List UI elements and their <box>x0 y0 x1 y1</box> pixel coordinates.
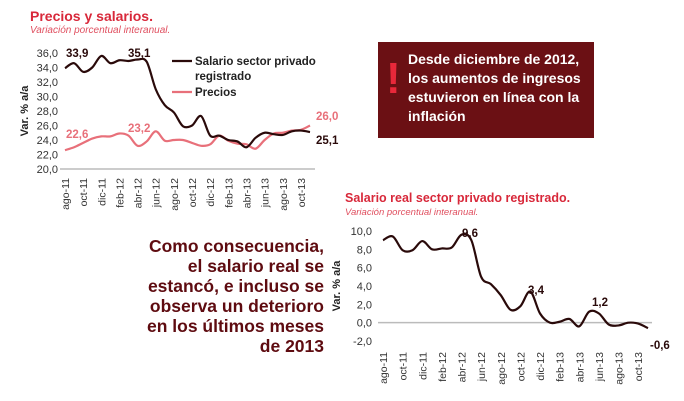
chart1-subtitle: Variación porcentual interanual. <box>30 25 171 36</box>
y-tick-label: 34,0 <box>37 63 58 75</box>
y-tick-label: -2,0 <box>353 336 372 348</box>
x-tick-label: oct-13 <box>633 352 645 381</box>
y-tick-label: 30,0 <box>37 92 58 104</box>
y-tick-label: 22,0 <box>37 150 58 162</box>
x-tick-label: oct-13 <box>296 178 308 207</box>
chart2-title: Salario real sector privado registrado. <box>345 191 571 205</box>
y-tick-label: 20,0 <box>37 164 58 176</box>
y-axis-label: Var. % a/a <box>331 260 343 312</box>
x-tick-label: abr-12 <box>133 178 145 209</box>
legend-label-salary-2: registrado <box>195 71 251 83</box>
y-tick-label: 0,0 <box>357 318 372 330</box>
y-axis-label: Var. % a/a <box>19 85 31 137</box>
conclusion-line: estancó, e incluso se <box>147 276 324 296</box>
conclusion-line: en los últimos meses <box>146 316 324 336</box>
conclusion-line: el salario real se <box>187 256 324 276</box>
data-label: 22,6 <box>66 129 88 141</box>
x-tick-label: oct-11 <box>398 352 410 381</box>
y-tick-label: 8,0 <box>357 244 372 256</box>
data-label: 1,2 <box>592 297 608 309</box>
conclusion-text: Como consecuencia, el salario real se es… <box>84 236 324 356</box>
x-tick-label: oct-12 <box>187 178 199 207</box>
y-tick-label: 10,0 <box>351 226 372 238</box>
conclusion-line: observa un deterioro <box>149 296 324 316</box>
x-tick-label: ago-12 <box>169 178 181 211</box>
x-tick-label: jun-13 <box>594 352 606 382</box>
x-tick-label: abr-13 <box>241 178 253 209</box>
message-box: ! Desde diciembre de 2012, los aumentos … <box>378 42 594 138</box>
x-tick-label: feb-13 <box>555 352 567 382</box>
x-tick-label: dic-12 <box>535 352 547 381</box>
x-tick-label: oct-12 <box>515 352 527 381</box>
x-tick-label: feb-13 <box>223 178 235 208</box>
chart1-title: Precios y salarios. <box>30 8 153 24</box>
x-tick-label: dic-11 <box>417 352 429 380</box>
x-tick-label: ago-12 <box>496 352 508 385</box>
conclusion-line: de 2013 <box>259 336 324 356</box>
series-line <box>64 54 311 149</box>
data-label: 3,4 <box>528 285 545 297</box>
x-tick-label: ago-13 <box>614 352 626 385</box>
y-tick-label: 24,0 <box>37 135 58 147</box>
x-tick-label: dic-12 <box>205 178 217 207</box>
y-tick-label: 2,0 <box>357 299 372 311</box>
y-tick-label: 32,0 <box>37 77 58 89</box>
data-label: 25,1 <box>316 135 339 147</box>
x-tick-label: ago-11 <box>378 352 390 384</box>
y-tick-label: 36,0 <box>37 48 58 60</box>
x-tick-label: jun-12 <box>151 178 163 208</box>
data-label: 35,1 <box>128 48 151 60</box>
y-tick-label: 28,0 <box>37 106 58 118</box>
x-tick-label: oct-11 <box>78 178 90 207</box>
x-tick-label: abr-13 <box>574 352 586 383</box>
data-label: 23,2 <box>128 123 150 135</box>
x-tick-label: jun-12 <box>476 352 488 382</box>
x-tick-label: ago-13 <box>278 178 290 211</box>
y-tick-label: 26,0 <box>37 121 58 133</box>
legend-label-prices: Precios <box>195 87 237 99</box>
series-line <box>64 124 311 152</box>
chart2-subtitle: Variación porcentual interanual. <box>345 207 479 218</box>
y-tick-label: 6,0 <box>357 263 372 275</box>
conclusion-line: Como consecuencia, <box>148 236 324 256</box>
data-label: 26,0 <box>316 111 338 123</box>
x-tick-label: jun-13 <box>260 178 272 208</box>
exclamation-icon: ! <box>386 54 401 103</box>
data-label: 33,9 <box>66 48 88 60</box>
data-label: -0,6 <box>650 340 670 352</box>
data-label: 9,6 <box>462 228 478 240</box>
x-tick-label: feb-12 <box>437 352 449 382</box>
x-tick-label: abr-12 <box>457 352 469 383</box>
series-line <box>382 232 649 330</box>
x-tick-label: feb-12 <box>114 178 126 208</box>
message-text: Desde diciembre de 2012, los aumentos de… <box>408 51 581 124</box>
x-tick-label: dic-11 <box>96 178 108 206</box>
legend-label-salary: Salario sector privado <box>195 56 316 68</box>
x-tick-label: ago-11 <box>60 178 72 210</box>
y-tick-label: 4,0 <box>357 281 372 293</box>
